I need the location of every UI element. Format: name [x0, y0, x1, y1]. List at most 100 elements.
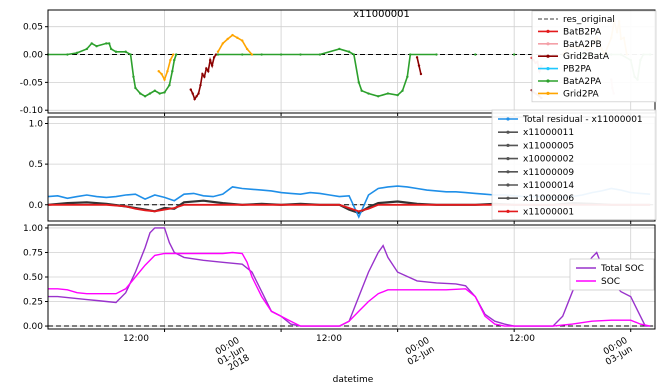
series-point-BatA2PA	[66, 53, 69, 56]
series-point-BatA2PA	[158, 92, 161, 95]
series-point-BatA2PA	[347, 50, 351, 53]
series-point-BatA2PA	[139, 92, 142, 95]
series-point-Grid2PA	[160, 72, 163, 76]
series-point-Grid2BatA	[214, 53, 218, 56]
legend-marker	[506, 130, 510, 134]
legend-label: BatA2PA	[563, 77, 602, 87]
y-tick-label: -0.10	[20, 106, 44, 116]
series-point-BatA2PA	[360, 89, 363, 92]
x-tick-label: 12:00	[509, 334, 535, 344]
series-line-BatA2PA	[48, 42, 177, 98]
series-point-BatA2PA	[386, 92, 390, 95]
legend-marker	[506, 196, 510, 200]
legend-label: res_original	[563, 15, 615, 25]
x-tick-label: 12:00	[123, 334, 149, 344]
legend-label: x11000009	[523, 168, 574, 178]
legend-label: PB2PA	[563, 65, 592, 75]
series-point-Grid2PA	[157, 70, 160, 73]
legend-marker	[506, 117, 510, 121]
series-point-Grid2BatA	[199, 83, 202, 87]
series-point-Grid2BatA	[195, 95, 198, 98]
series-point-BatA2PA	[168, 83, 171, 87]
series-line-Grid2PA	[217, 34, 253, 56]
series-point-BatA2PA	[95, 44, 98, 48]
series-point-BatA2PA	[124, 50, 127, 53]
series-point-Grid2BatA	[212, 56, 216, 59]
legend-label: BatB2PA	[563, 27, 602, 37]
legend-label: Total SOC	[600, 264, 644, 274]
series-point-Grid2PA	[163, 78, 166, 81]
legend-marker	[506, 183, 510, 187]
series-point-BatA2PA	[401, 89, 404, 92]
y-tick-label: 1.00	[23, 224, 43, 234]
panel-1: -0.10 -0.05 0.00 0.05 x11000001 res_original B…	[20, 9, 657, 116]
series-line-x11000001	[48, 203, 651, 213]
series-point-BatA2PA	[75, 51, 79, 55]
series-point-Grid2BatA	[208, 58, 212, 62]
legend-label: x10000002	[523, 155, 574, 165]
series-point-Grid2BatA	[203, 75, 206, 79]
y-tick-label: 1.0	[29, 120, 44, 130]
series-point-BatA2PA	[90, 42, 93, 45]
series-point-BatA2PA	[134, 86, 137, 90]
legend-label: x11000005	[523, 141, 574, 151]
series-point-BatA2PA	[357, 81, 360, 84]
series-point-Grid2PA	[172, 53, 175, 56]
legend-marker	[546, 54, 550, 58]
series-point-BatA2PA	[216, 53, 220, 56]
y-tick-label: 0.0	[29, 201, 44, 211]
legend-label: SOC	[601, 277, 620, 287]
legend-label: BatA2PB	[563, 40, 602, 50]
panel-3: 0.00 0.25 0.50 0.75 1.00 Total SOC SOC	[23, 224, 656, 332]
legend-label: x11000006	[523, 194, 574, 204]
series-point-BatA2PA	[299, 53, 302, 56]
legend-label: x11000011	[523, 128, 574, 138]
legend-box	[531, 10, 657, 103]
series-point-BatA2PA	[171, 70, 174, 73]
series-point-Grid2BatA	[417, 64, 421, 67]
legend-marker	[546, 42, 550, 46]
series-point-Grid2BatA	[419, 72, 423, 76]
series-point-BatA2PA	[153, 89, 157, 92]
y-tick-label: -0.05	[20, 78, 43, 88]
legend-marker	[546, 67, 550, 71]
series-point-BatA2PA	[143, 95, 147, 98]
series-point-BatA2PA	[114, 50, 118, 53]
series-point-BatA2PA	[260, 53, 263, 56]
panel-2: 0.0 0.5 1.0 Total residual - x11000001 x1100…	[29, 109, 657, 224]
series-line-SOC	[48, 251, 651, 327]
legend-marker	[546, 91, 550, 95]
y-tick-label: 0.05	[23, 23, 43, 33]
x-tick-label: 00:0002-Jun	[404, 336, 436, 368]
series-point-Grid2BatA	[197, 92, 200, 95]
legend-label: x11000001	[523, 207, 574, 217]
series-point-BatA2PA	[367, 92, 370, 95]
series-point-BatA2PA	[435, 53, 438, 56]
series-point-BatA2PA	[352, 53, 356, 56]
series-point-Grid2PA	[250, 53, 254, 56]
series-point-BatA2PA	[174, 53, 178, 56]
series-point-BatA2PA	[377, 95, 380, 98]
x-axis-label: datetime	[333, 375, 374, 385]
series-point-BatA2PA	[163, 91, 166, 94]
legend-marker	[506, 157, 510, 161]
y-tick-label: 0.00	[23, 322, 43, 332]
legend-marker	[506, 143, 510, 147]
legend-label: x11000014	[523, 181, 574, 191]
y-tick-label: 0.25	[23, 298, 43, 308]
legend-box	[491, 109, 657, 220]
legend-marker	[546, 79, 550, 83]
series-point-BatA2PA	[512, 53, 516, 56]
series-point-BatA2PA	[173, 58, 176, 62]
series-point-BatA2PA	[241, 53, 244, 56]
series-point-Grid2BatA	[415, 56, 419, 59]
series-point-BatA2PA	[105, 42, 108, 45]
series-point-Grid2PA	[245, 47, 249, 51]
y-tick-label: 0.00	[23, 51, 43, 61]
legend-box	[569, 258, 655, 291]
series-line-BatA2PA	[218, 48, 437, 98]
series-point-Grid2PA	[241, 39, 244, 42]
